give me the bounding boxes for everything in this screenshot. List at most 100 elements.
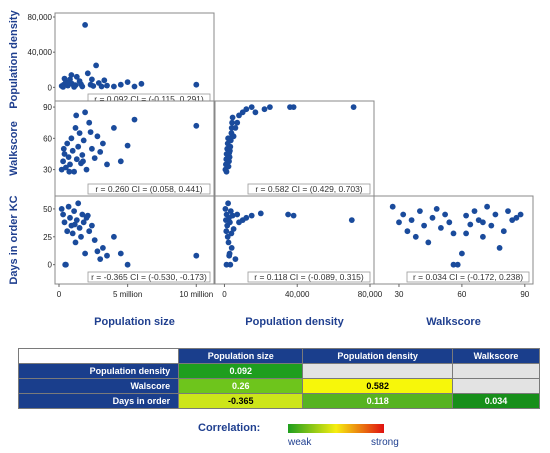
data-point [513,214,520,221]
correlation-stat: r = 0.582 CI = (0.429, 0.703) [255,184,362,194]
data-point [226,154,233,161]
y-axis-title: Days in order KC [8,195,20,284]
scatter-panel [54,12,215,107]
data-point [66,168,73,175]
data-point [500,228,507,235]
data-point [232,125,239,131]
x-tick-label: 0 [222,290,227,299]
data-point [86,228,93,235]
data-point [82,109,88,116]
data-point [75,143,82,150]
data-point [404,228,411,235]
data-point [84,212,91,219]
data-point [93,62,99,69]
data-point [389,203,396,210]
data-point [72,82,79,89]
y-tick-label: 30 [43,166,52,175]
data-point [73,73,80,80]
data-point [104,82,110,89]
correlation-stat: r = -0.365 CI = (-0.530, -0.173) [91,272,207,282]
data-point [193,81,200,88]
scatter-panel [214,195,375,285]
stat-box [87,271,211,283]
data-point [480,219,486,226]
data-point [417,208,423,215]
stat-box [406,271,530,283]
data-point [290,104,297,110]
data-point [442,211,448,218]
data-point [72,239,79,246]
data-point [463,212,469,219]
data-point [101,77,108,84]
table-row: Days in order -0.365 0.118 0.034 [17,393,540,409]
data-point [65,80,72,86]
data-point [71,221,78,228]
y-axis-title: Walkscore [8,121,20,176]
data-point [227,143,234,150]
table-header: Population size [178,348,304,364]
data-point [68,135,75,142]
table-row: Population density 0.092 [17,363,540,379]
data-point [73,156,80,163]
data-point [425,239,432,246]
data-point [104,252,110,259]
stat-box [87,183,211,195]
data-point [67,214,73,221]
data-point [124,142,131,149]
data-point [97,149,104,155]
legend-high-label: strong [371,437,399,448]
data-point [243,106,250,113]
x-axis-title: Population density [245,316,344,328]
data-point [71,208,77,215]
data-point [400,211,407,218]
data-point [111,233,117,240]
data-point [467,221,474,228]
data-point [83,166,90,173]
data-point [69,147,76,154]
data-point [228,245,235,251]
data-point [225,163,232,170]
data-point [75,200,82,207]
data-point [488,222,495,229]
data-point [117,250,124,257]
x-tick-label: 60 [457,290,466,299]
data-point [60,84,66,90]
data-point [98,83,105,90]
data-point [224,233,231,240]
corr-cell: 0.118 [302,393,453,409]
data-point [79,211,86,218]
data-point [73,217,80,224]
data-point [91,237,98,244]
data-point [60,145,67,152]
data-point [229,212,236,219]
data-point [100,140,106,147]
correlation-stat: r = 0.034 CI = (-0.172, 0.238) [413,272,523,282]
data-point [124,261,131,268]
data-point [257,210,264,217]
data-point [76,130,83,137]
data-point [82,22,88,28]
data-point [124,79,131,85]
data-point [450,261,457,268]
x-axis-title: Walkscore [426,316,481,328]
correlation-stat: r = 0.118 CI = (-0.089, 0.315) [254,272,364,282]
corr-cell [452,363,540,379]
corr-cell: 0.034 [452,393,540,409]
y-tick-label: 90 [43,103,52,112]
data-point [80,158,86,165]
x-tick-label: 5 million [113,290,142,299]
data-point [72,125,79,131]
data-point [193,252,200,259]
data-point [58,206,65,212]
corr-cell: -0.365 [178,393,304,409]
data-point [82,250,88,257]
data-point [86,119,93,126]
corr-cell [302,363,453,379]
data-point [226,252,233,259]
data-point [471,208,478,215]
data-point [76,225,83,231]
data-point [60,211,66,218]
data-point [64,140,71,147]
data-point [492,211,499,218]
x-tick-label: 80,000 [358,290,383,299]
